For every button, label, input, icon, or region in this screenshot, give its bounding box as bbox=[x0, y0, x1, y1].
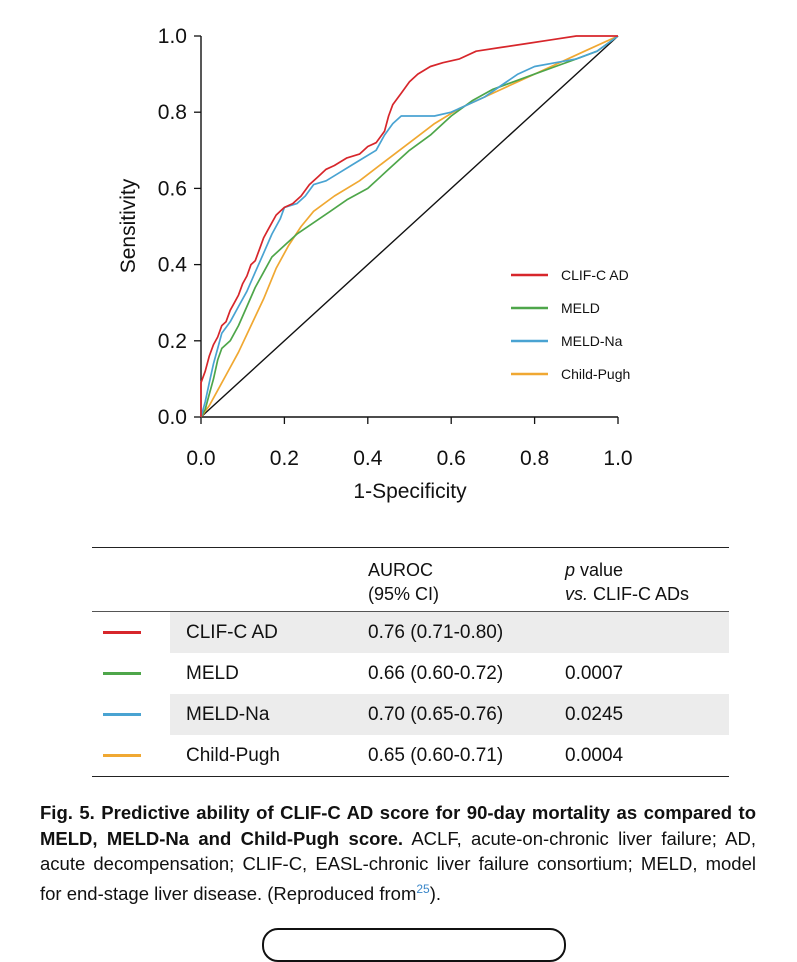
table-header: AUROC (95% CI) p value vs. CLIF-C ADs bbox=[92, 548, 729, 612]
y-tick-label: 0.0 bbox=[158, 406, 187, 429]
reference-line bbox=[200, 35, 619, 418]
y-tick-label: 0.4 bbox=[158, 254, 188, 277]
x-axis-label: 1-Specificity bbox=[353, 480, 467, 503]
y-tick-label: 0.8 bbox=[158, 101, 187, 124]
legend-label: Child-Pugh bbox=[561, 366, 630, 382]
figure-caption: Fig. 5. Predictive ability of CLIF-C AD … bbox=[40, 802, 756, 904]
row-score-name: CLIF-C AD bbox=[186, 622, 278, 643]
table-row: MELD-Na 0.70 (0.65-0.76) 0.0245 bbox=[92, 694, 729, 735]
table-row: MELD 0.66 (0.60-0.72) 0.0007 bbox=[92, 653, 729, 694]
row-color-swatch bbox=[103, 754, 141, 757]
y-tick-label: 1.0 bbox=[158, 25, 187, 48]
legend-label: MELD-Na bbox=[561, 333, 623, 349]
roc-curves bbox=[200, 35, 619, 418]
row-auroc: 0.70 (0.65-0.76) bbox=[368, 704, 504, 725]
x-tick-label: 0.4 bbox=[353, 447, 383, 470]
series-line-meld bbox=[200, 35, 619, 418]
series-line-meld-na bbox=[200, 35, 619, 418]
table-row: CLIF-C AD 0.76 (0.71-0.80) bbox=[92, 612, 729, 653]
row-score-name: Child-Pugh bbox=[186, 745, 280, 766]
header-p-value: p value vs. CLIF-C ADs bbox=[565, 560, 690, 604]
y-tick-label: 0.2 bbox=[158, 330, 187, 353]
y-tick-label: 0.6 bbox=[158, 177, 187, 200]
row-p-value: 0.0245 bbox=[565, 704, 624, 725]
row-auroc: 0.76 (0.71-0.80) bbox=[368, 622, 504, 643]
row-auroc: 0.66 (0.60-0.72) bbox=[368, 663, 504, 684]
auroc-table: AUROC (95% CI) p value vs. CLIF-C ADs CL… bbox=[92, 547, 729, 777]
chance-diagonal bbox=[200, 35, 619, 418]
header-auroc: AUROC (95% CI) bbox=[368, 560, 440, 604]
bottom-pill-button[interactable] bbox=[262, 928, 566, 962]
row-score-name: MELD bbox=[186, 663, 239, 684]
roc-chart: 0.0 0.2 0.4 0.6 0.8 1.0 0.0 0.2 0.4 0.6 0.8 1.0 CLI… bbox=[117, 25, 633, 503]
chart-axes: 0.0 0.2 0.4 0.6 0.8 1.0 0.0 0.2 0.4 0.6 0.8 1.0 bbox=[158, 25, 633, 470]
series-line-child-pugh bbox=[200, 35, 619, 418]
x-tick-label: 0.2 bbox=[270, 447, 299, 470]
series-line-clif-c-ad bbox=[200, 35, 618, 417]
x-tick-label: 0.8 bbox=[520, 447, 549, 470]
row-color-swatch bbox=[103, 631, 141, 634]
legend-label: MELD bbox=[561, 300, 600, 316]
x-tick-label: 0.6 bbox=[437, 447, 466, 470]
row-auroc: 0.65 (0.60-0.71) bbox=[368, 745, 504, 766]
x-tick-label: 1.0 bbox=[603, 447, 632, 470]
row-color-swatch bbox=[103, 672, 141, 675]
row-p-value: 0.0007 bbox=[565, 663, 624, 684]
table-body: CLIF-C AD 0.76 (0.71-0.80) MELD 0.66 (0.60-… bbox=[92, 612, 729, 776]
row-p-value: 0.0004 bbox=[565, 745, 624, 766]
x-tick-label: 0.0 bbox=[186, 447, 215, 470]
y-axis-label: Sensitivity bbox=[117, 178, 140, 273]
row-color-swatch bbox=[103, 713, 141, 716]
table-row: Child-Pugh 0.65 (0.60-0.71) 0.0004 bbox=[92, 735, 729, 776]
legend-label: CLIF-C AD bbox=[561, 267, 629, 283]
row-score-name: MELD-Na bbox=[186, 704, 270, 725]
chart-legend: CLIF-C AD MELD MELD-Na Child-Pugh bbox=[511, 267, 630, 382]
